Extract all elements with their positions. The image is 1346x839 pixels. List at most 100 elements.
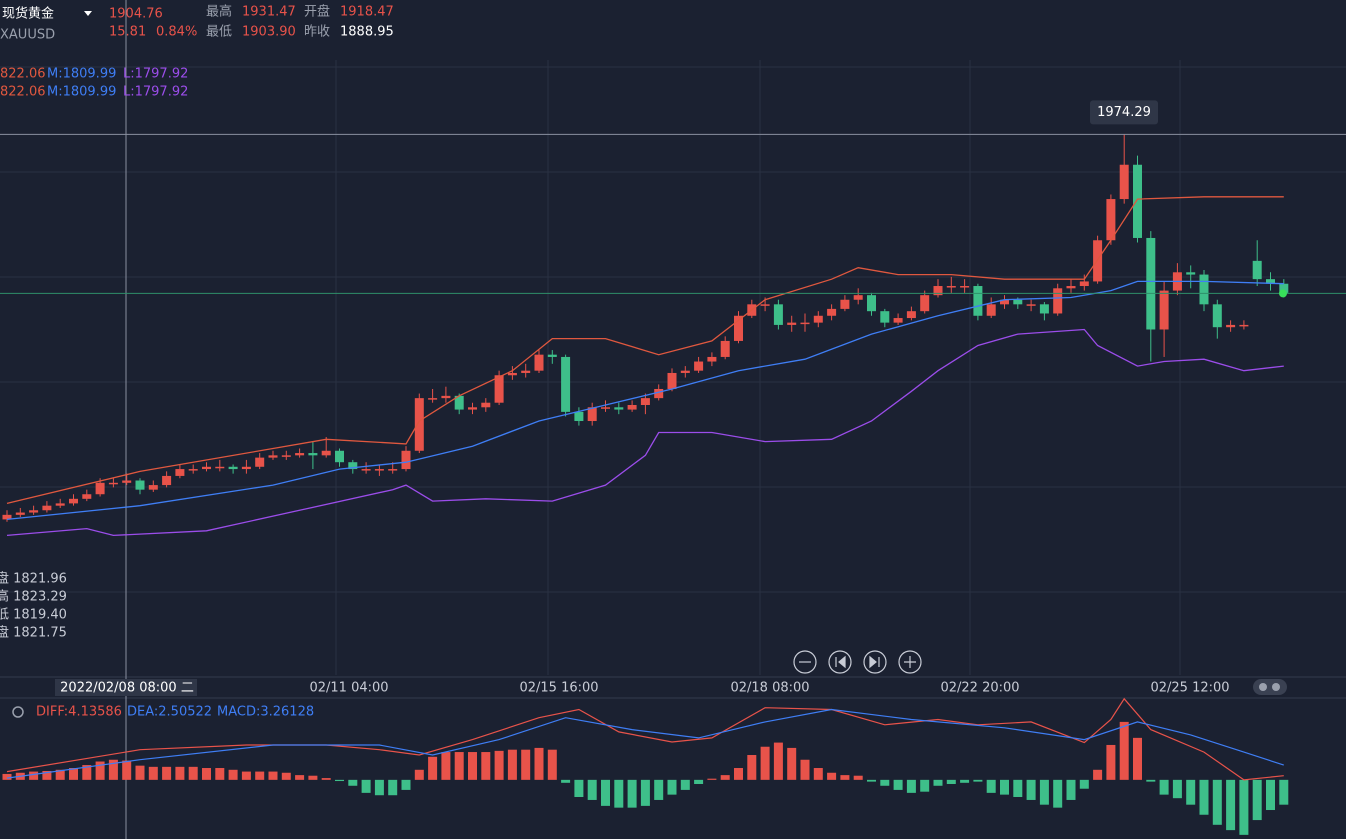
macd-bar bbox=[69, 768, 78, 780]
candle-body bbox=[95, 482, 105, 495]
crosshair-label-box bbox=[1090, 100, 1158, 125]
macd-bar bbox=[1199, 779, 1209, 815]
stat-value: 1931.47 bbox=[242, 5, 296, 20]
macd-bar bbox=[587, 779, 597, 800]
macd-bar bbox=[175, 766, 185, 780]
macd-bar bbox=[893, 779, 903, 790]
candle-body bbox=[494, 375, 504, 403]
candle-body bbox=[667, 372, 677, 389]
candle-body bbox=[108, 482, 118, 485]
dropdown-icon[interactable] bbox=[84, 11, 92, 16]
macd-bar bbox=[986, 779, 996, 793]
macd-bar bbox=[228, 769, 238, 780]
candle-body bbox=[840, 299, 850, 309]
macd-bar bbox=[95, 761, 105, 780]
prev-button[interactable] bbox=[828, 650, 852, 674]
candle-body bbox=[468, 407, 477, 410]
instrument-name: 现货黄金 bbox=[2, 6, 54, 22]
candle-body bbox=[853, 295, 863, 300]
zoom-in-button[interactable] bbox=[898, 650, 922, 674]
macd-line bbox=[6, 697, 1284, 781]
candle-body bbox=[1186, 272, 1196, 275]
macd-bar bbox=[707, 778, 717, 780]
candle-body bbox=[1226, 324, 1236, 328]
candle-body bbox=[1212, 304, 1222, 328]
candle-body bbox=[148, 485, 158, 490]
candle-body bbox=[640, 398, 650, 405]
candle-body bbox=[1199, 274, 1209, 305]
macd-bar bbox=[547, 749, 557, 780]
macd-legend: DIFF:4.13586 bbox=[36, 705, 122, 720]
candle-body bbox=[401, 450, 411, 470]
candle-body bbox=[42, 505, 52, 511]
macd-bar bbox=[521, 749, 531, 780]
macd-bar bbox=[361, 779, 371, 793]
candle-body bbox=[1119, 164, 1129, 200]
candle-body bbox=[1013, 299, 1023, 305]
stat-label: 昨收 bbox=[304, 25, 330, 40]
band-legend: 822.06 bbox=[0, 85, 46, 100]
ohlc-readout: 低 1819.40 bbox=[0, 608, 67, 623]
x-tick-label: 02/11 04:00 bbox=[309, 681, 388, 696]
toggle-button[interactable] bbox=[1253, 679, 1287, 695]
macd-bar bbox=[348, 779, 358, 786]
candle-body bbox=[986, 304, 996, 316]
candle-body bbox=[734, 315, 743, 341]
macd-bar bbox=[202, 768, 211, 780]
band-legend: L:1797.92 bbox=[123, 85, 188, 100]
macd-bar bbox=[162, 766, 172, 780]
macd-bar bbox=[29, 771, 39, 780]
candle-body bbox=[813, 315, 823, 323]
macd-bar bbox=[2, 773, 12, 780]
next-button[interactable] bbox=[863, 650, 887, 674]
macd-bar bbox=[627, 779, 637, 808]
stat-value: 1918.47 bbox=[340, 5, 394, 20]
stat-value: 1888.95 bbox=[340, 25, 394, 40]
macd-bar bbox=[268, 771, 278, 780]
stat-label: 开盘 bbox=[304, 4, 330, 20]
candle-body bbox=[521, 370, 531, 373]
macd-bar bbox=[654, 779, 664, 800]
zoom-out-button[interactable] bbox=[793, 650, 817, 674]
macd-bar bbox=[454, 752, 464, 780]
macd-bar bbox=[1106, 744, 1116, 780]
x-tick-label: 02/22 20:00 bbox=[940, 681, 1019, 696]
candle-body bbox=[162, 475, 172, 486]
settings-icon[interactable] bbox=[12, 706, 24, 718]
macd-bar bbox=[135, 765, 145, 780]
stat-value: 1903.90 bbox=[242, 25, 296, 40]
candle-body bbox=[374, 469, 384, 471]
candle-body bbox=[720, 340, 730, 357]
macd-bar bbox=[148, 766, 158, 780]
macd-bar bbox=[1026, 779, 1036, 800]
candle-body bbox=[268, 455, 278, 458]
candle-body bbox=[1279, 283, 1289, 293]
macd-bar bbox=[920, 779, 930, 792]
candle-body bbox=[69, 498, 78, 504]
macd-bar bbox=[308, 775, 318, 780]
macd-bar bbox=[574, 779, 584, 798]
macd-bar bbox=[1133, 737, 1142, 780]
candle-body bbox=[880, 311, 890, 323]
candle-body bbox=[228, 466, 238, 470]
macd-bar bbox=[281, 772, 291, 780]
candle-body bbox=[308, 453, 318, 456]
macd-bar bbox=[800, 759, 810, 780]
price: 1904.76 bbox=[109, 7, 163, 22]
candle-body bbox=[507, 372, 517, 376]
macd-bar bbox=[787, 747, 797, 780]
macd-bar bbox=[813, 768, 823, 780]
candle-body bbox=[1239, 324, 1249, 327]
change-pct: 0.84% bbox=[156, 25, 197, 40]
candle-body bbox=[933, 286, 943, 296]
macd-bar bbox=[55, 769, 65, 780]
macd-bar bbox=[295, 775, 305, 780]
macd-bar bbox=[1146, 779, 1156, 782]
macd-bar bbox=[1119, 721, 1129, 780]
macd-bar bbox=[1013, 779, 1023, 798]
candle-body bbox=[534, 354, 544, 371]
macd-bar bbox=[468, 752, 477, 780]
current-price-dot bbox=[1279, 289, 1287, 298]
candle-body bbox=[574, 411, 584, 422]
x-tick-label: 2022/02/08 08:00 二 bbox=[60, 681, 194, 696]
